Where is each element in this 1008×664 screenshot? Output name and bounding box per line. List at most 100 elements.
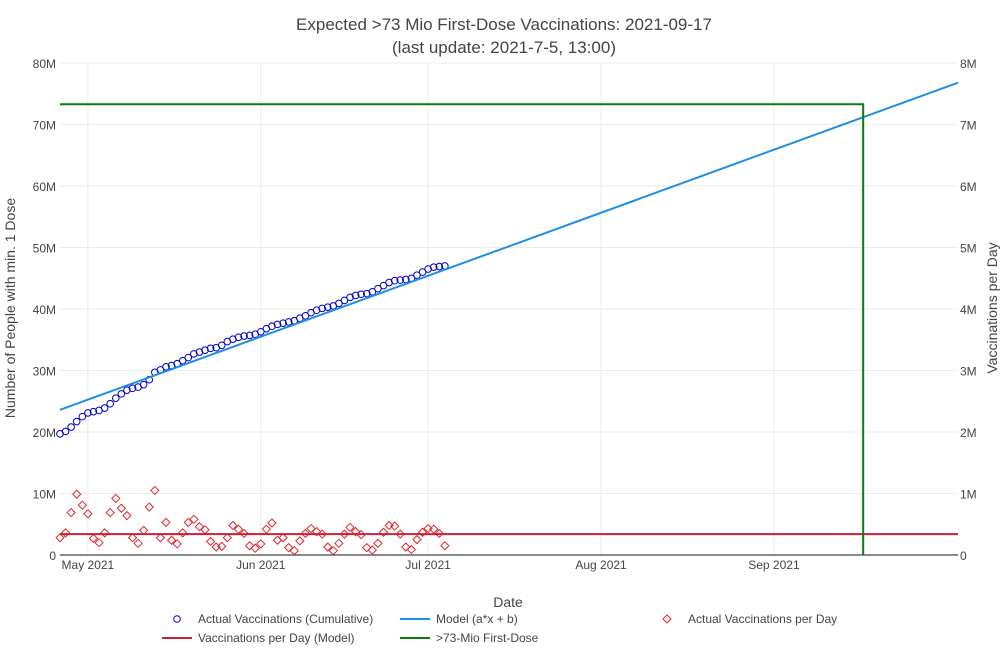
cumulative-point [89,407,98,416]
daily-point [55,533,65,543]
cumulative-point [268,322,276,331]
daily-point [88,533,99,544]
daily-point [183,517,193,528]
y-tick-label: 10M [33,488,56,502]
legend-label: Actual Vaccinations per Day [688,612,837,626]
daily-point [261,524,272,534]
daily-point [334,538,344,549]
legend: Actual Vaccinations (Cumulative) Model (a… [162,612,837,645]
cumulative-point [217,341,226,350]
daily-point [60,528,71,538]
daily-point [200,525,210,535]
daily-point [77,500,88,510]
daily-point [289,545,299,556]
daily-point [412,534,422,545]
cumulative-point [301,311,310,320]
cumulative-point [335,299,343,308]
series-line [59,81,959,411]
cumulative-point [374,284,382,293]
y2-axis-title: Vaccinations per Day [984,242,1000,373]
cumulative-point [279,319,287,327]
legend-entry: Actual Vaccinations per Day [662,612,837,626]
y-tick-label: 50M [33,242,56,256]
legend-entry: Model (a*x + b) [400,612,518,626]
daily-point [278,533,288,543]
cumulative-point [139,380,148,389]
cumulative-point [385,278,393,287]
cumulative-point [318,304,326,313]
daily-point [228,520,238,531]
cumulative-point [351,291,360,300]
legend-entry: Actual Vaccinations (Cumulative) [173,612,373,626]
cumulative-point [234,333,243,342]
cumulative-point [123,386,131,394]
daily-point [122,510,132,521]
y2-tick-label: 0 [960,549,967,563]
cumulative-point [402,275,410,284]
cumulative-point [117,390,126,398]
cumulative-point [240,332,248,340]
legend-label: Actual Vaccinations (Cumulative) [198,612,373,626]
cumulative-point [273,320,282,329]
daily-point [105,507,115,518]
cumulative-point [312,306,321,315]
y-tick-label: 60M [33,180,56,194]
daily-point [378,527,389,537]
daily-point [155,533,166,543]
daily-point [72,489,82,499]
cumulative-point [100,404,109,412]
daily-point [401,542,411,552]
daily-point [172,539,182,549]
y-axis-title: Number of People with min. 1 Dose [2,198,18,418]
cumulative-point [435,262,444,271]
daily-point [423,523,433,534]
daily-point [406,544,417,555]
daily-point [362,542,372,553]
cumulative-point [418,268,427,276]
legend-label: >73-Mio First-Dose [436,631,539,645]
daily-point [345,522,355,533]
chart-subtitle: (last update: 2021-7-5, 13:00) [392,38,616,57]
daily-point [244,541,255,551]
cumulative-point [256,327,265,336]
y2-tick-label: 8M [960,57,977,71]
daily-point [267,518,277,528]
legend-diamond-swatch [662,614,672,624]
daily-point [83,509,93,519]
cumulative-point [162,363,170,371]
y2-tick-label: 5M [960,242,977,256]
cumulative-point [72,417,81,426]
daily-point [116,503,127,513]
daily-point [217,541,227,552]
daily-point [189,514,199,525]
series-line [60,103,865,555]
axis-layer: 0 10M 20M 30M 40M 50M 60M 70M 80M 0 1M 2M 3M 4M 5M 6M 7M… [33,57,977,572]
grid-layer [60,62,958,555]
y2-tick-label: 6M [960,180,977,194]
y2-tick-label: 4M [960,303,977,317]
cumulative-point [84,409,92,417]
cumulative-point [78,412,87,421]
legend-label: Model (a*x + b) [436,612,518,626]
x-tick-label: Jul 2021 [405,558,451,572]
y-tick-label: 70M [33,119,56,133]
cumulative-point [323,303,332,311]
daily-point [373,538,383,549]
daily-point [250,543,260,553]
daily-point [350,526,361,537]
daily-point [395,529,405,539]
daily-point [339,529,350,539]
daily-point [66,507,76,518]
daily-point [150,485,160,496]
daily-point [434,528,444,539]
daily-point [306,523,316,534]
x-tick-label: Aug 2021 [575,558,627,572]
series-layer [55,81,959,556]
daily-point [317,529,327,539]
daily-point [417,527,428,537]
cumulative-point [429,263,438,271]
cumulative-point [413,271,421,279]
daily-point [99,528,110,538]
cumulative-point [379,281,388,290]
cumulative-point [346,293,354,302]
